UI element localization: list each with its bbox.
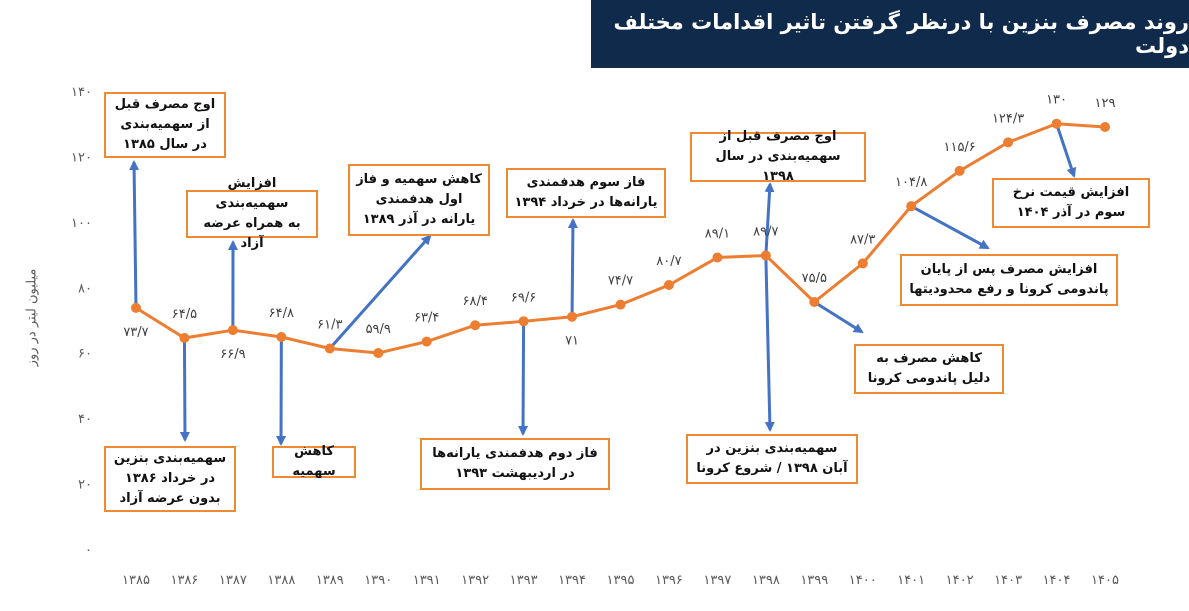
chart-title: روند مصرف بنزین با درنظر گرفتن تاثیر اقد… — [591, 0, 1189, 68]
y-tick-label: ۲۰ — [78, 478, 92, 493]
annotation-quota-cut: کاهش سهمیه — [272, 444, 356, 479]
data-point — [470, 320, 481, 331]
data-label: ۶۶/۹ — [220, 347, 245, 362]
data-label: ۱۲۹ — [1095, 96, 1116, 111]
data-point — [857, 258, 868, 269]
data-point — [663, 279, 674, 290]
data-label: ۶۱/۳ — [317, 317, 342, 332]
annotation-arrow — [567, 218, 578, 317]
data-label: ۱۳۰ — [1046, 93, 1067, 108]
x-tick-label: ۱۳۹۱ — [413, 573, 441, 588]
x-tick-label: ۱۴۰۳ — [994, 573, 1022, 588]
data-label: ۶۹/۶ — [511, 290, 536, 305]
data-label: ۷۵/۵ — [802, 271, 827, 286]
x-tick-label: ۱۳۹۶ — [655, 573, 683, 588]
data-point — [760, 250, 771, 261]
annotation-subsidy-phase-2: فاز دوم هدفمندی یارانه‌ها در اردیبهشت ۱۳… — [420, 438, 610, 490]
annotation-subsidy-phase-3: فاز سوم هدفمندی یارانه‌ها در خرداد ۱۳۹۴ — [506, 168, 666, 218]
data-point — [518, 316, 529, 327]
x-tick-label: ۱۳۹۲ — [461, 573, 489, 588]
data-label: ۷۱ — [565, 334, 579, 349]
annotation-covid-drop: کاهش مصرف به دلیل پاندومی کرونا — [854, 344, 1004, 394]
data-point — [567, 311, 578, 322]
x-tick-label: ۱۳۹۸ — [752, 573, 780, 588]
x-tick-label: ۱۳۸۸ — [267, 573, 295, 588]
annotation-post-covid-rise: افزایش مصرف پس از پایان پاندومی کرونا و … — [900, 254, 1118, 306]
x-tick-label: ۱۳۸۶ — [170, 573, 198, 588]
data-point — [227, 325, 238, 336]
data-point — [1003, 137, 1014, 148]
annotation-arrow — [1055, 123, 1077, 178]
x-tick-label: ۱۳۹۴ — [558, 573, 586, 588]
data-label: ۶۳/۴ — [414, 311, 439, 326]
data-label: ۵۹/۹ — [366, 322, 391, 337]
data-label: ۸۰/۷ — [656, 254, 681, 269]
data-label: ۶۸/۴ — [462, 294, 487, 309]
x-tick-label: ۱۴۰۲ — [946, 573, 974, 588]
annotation-arrow — [129, 160, 140, 308]
annotation-rationing-1398: سهمیه‌بندی بنزین در آبان ۱۳۹۸ / شروع کرو… — [686, 434, 858, 484]
data-point — [954, 165, 965, 176]
y-tick-label: ۶۰ — [78, 347, 92, 362]
data-label: ۶۴/۵ — [172, 307, 197, 322]
data-label: ۸۹/۱ — [705, 227, 730, 242]
x-tick-label: ۱۳۹۳ — [510, 573, 538, 588]
data-label: ۱۰۴/۸ — [895, 175, 927, 190]
annotation-arrow — [328, 234, 432, 350]
annotation-arrow — [764, 182, 775, 256]
data-point — [712, 252, 723, 263]
y-tick-label: ۱۲۰ — [71, 150, 92, 165]
x-tick-label: ۱۴۰۴ — [1043, 573, 1071, 588]
x-tick-label: ۱۴۰۱ — [897, 573, 925, 588]
x-tick-label: ۱۳۸۵ — [122, 573, 150, 588]
chart-title-text: روند مصرف بنزین با درنظر گرفتن تاثیر اقد… — [613, 10, 1189, 58]
y-tick-label: ۱۴۰ — [71, 85, 92, 100]
data-point — [809, 297, 820, 308]
data-point — [179, 332, 190, 343]
x-tick-label: ۱۴۰۵ — [1091, 573, 1119, 588]
data-point — [276, 332, 287, 343]
data-label: ۷۳/۷ — [123, 325, 148, 340]
y-tick-label: ۱۰۰ — [71, 216, 92, 231]
y-tick-label: ۰ — [85, 543, 92, 558]
data-point — [421, 336, 432, 347]
x-tick-label: ۱۳۸۹ — [316, 573, 344, 588]
data-point — [906, 201, 917, 212]
annotation-arrow — [910, 204, 990, 250]
y-tick-label: ۴۰ — [78, 412, 92, 427]
data-label: ۱۱۵/۶ — [943, 140, 975, 155]
data-label: ۷۴/۷ — [608, 274, 633, 289]
annotation-price-hike-1404: افزایش قیمت نرخ سوم در آذر ۱۴۰۴ — [992, 178, 1150, 228]
x-tick-label: ۱۳۸۷ — [219, 573, 247, 588]
data-point — [373, 348, 384, 359]
x-tick-label: ۱۳۹۰ — [364, 573, 392, 588]
annotation-arrow — [813, 300, 864, 334]
annotation-arrow — [764, 255, 775, 432]
x-tick-label: ۱۳۹۵ — [607, 573, 635, 588]
x-tick-label: ۱۳۹۹ — [800, 573, 828, 588]
data-label: ۱۲۴/۳ — [992, 111, 1024, 126]
annotation-subsidy-phase-1: کاهش سهمیه و فاز اول هدفمندی یارانه در آ… — [348, 164, 490, 236]
data-point — [131, 302, 141, 313]
x-tick-label: ۱۴۰۰ — [849, 573, 877, 588]
data-point — [615, 299, 626, 310]
annotation-peak-1398: اوج مصرف قبل از سهمیه‌بندی در سال ۱۳۹۸ — [690, 129, 866, 184]
annotation-arrow — [179, 337, 190, 442]
data-point — [1100, 121, 1110, 132]
y-tick-label: ۸۰ — [78, 281, 92, 296]
x-tick-label: ۱۳۹۷ — [703, 573, 731, 588]
annotation-rationing-1386: سهمیه‌بندی بنزین در خرداد ۱۳۸۶ بدون عرضه… — [104, 446, 236, 512]
annotation-peak-1385: اوج مصرف قبل از سهمیه‌بندی در سال ۱۳۸۵ — [104, 92, 226, 158]
data-point — [1051, 118, 1062, 129]
data-label: ۶۴/۸ — [269, 306, 294, 321]
annotation-quota-increase: افزایش سهمیه‌بندی به همراه عرضه آزاد — [186, 176, 318, 251]
data-label: ۸۷/۳ — [850, 232, 875, 247]
data-label: ۸۹/۷ — [753, 225, 778, 240]
data-point — [324, 343, 335, 354]
annotation-arrow — [518, 321, 529, 436]
